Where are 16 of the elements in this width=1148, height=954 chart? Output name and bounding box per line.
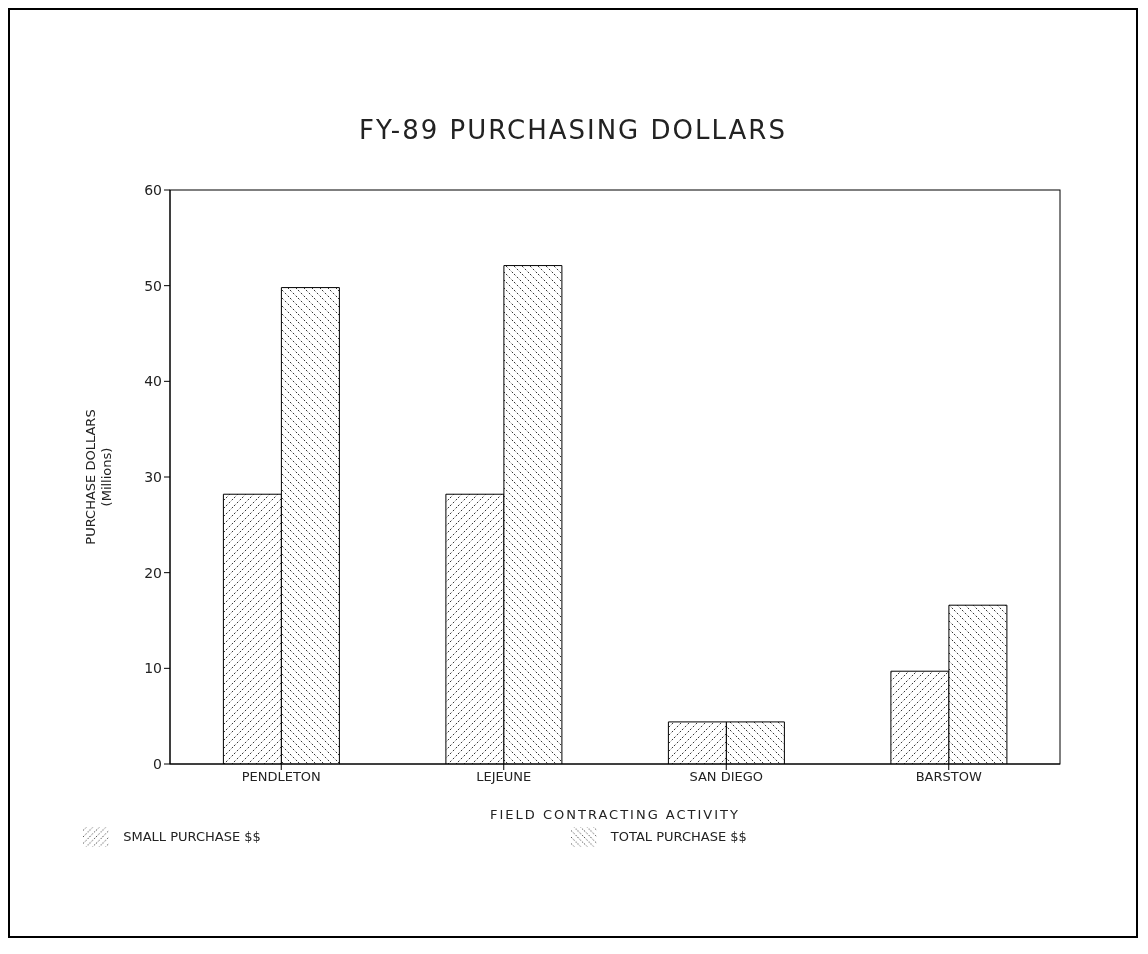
legend-label: TOTAL PURCHASE $$ xyxy=(610,828,747,844)
y-tick-label: 0 xyxy=(153,755,162,772)
y-tick-label: 20 xyxy=(144,564,162,581)
chart-title: FY-89 PURCHASING DOLLARS xyxy=(358,115,788,145)
y-tick-label: 50 xyxy=(144,277,162,294)
legend-label: SMALL PURCHASE $$ xyxy=(123,828,261,844)
y-tick-label: 30 xyxy=(144,468,162,485)
x-tick-label: BARSTOW xyxy=(915,769,982,785)
x-tick-label: PENDLETON xyxy=(241,769,321,785)
y-axis-title: PURCHASE DOLLARS (Millions) xyxy=(83,409,114,545)
y-tick-label: 40 xyxy=(144,373,162,390)
y-tick-label: 10 xyxy=(144,660,162,677)
x-tick-label: LEJEUNE xyxy=(476,769,532,785)
x-tick-label: SAN DIEGO xyxy=(689,769,764,785)
y-tick-label: 60 xyxy=(144,181,162,198)
x-axis-title: FIELD CONTRACTING ACTIVITY xyxy=(490,807,740,822)
